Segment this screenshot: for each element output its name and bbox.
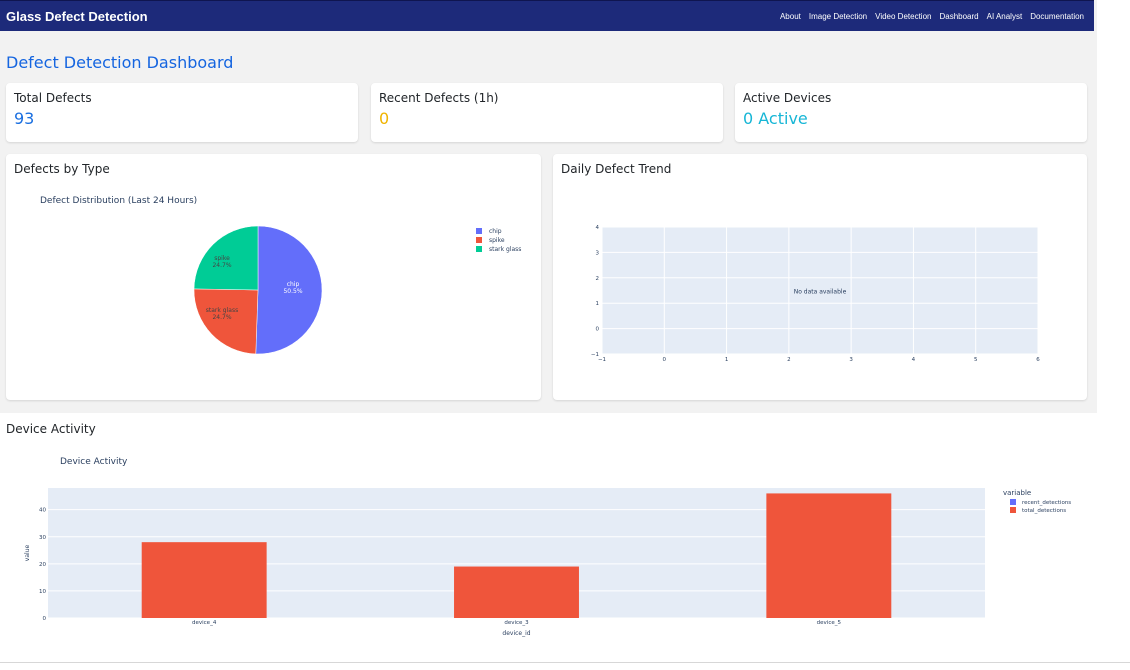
pie-chart: Defect Distribution (Last 24 Hours)chip5…	[40, 196, 521, 355]
bar-x-axis-label: device_id	[502, 630, 530, 637]
pie-legend-swatch[interactable]	[476, 246, 482, 252]
bar-y-tick: 30	[39, 535, 46, 541]
trend-plot-area	[602, 227, 1038, 354]
active-devices-label: Active Devices	[743, 91, 832, 105]
pie-slice-label: 50.5%	[283, 288, 302, 295]
trend-x-tick: 1	[725, 357, 729, 363]
bar-legend-label[interactable]: recent_detections	[1022, 500, 1071, 506]
bar-y-tick: 40	[39, 508, 46, 514]
bar-x-tick: device_4	[192, 620, 217, 626]
pie-legend-swatch[interactable]	[476, 237, 482, 243]
bar-y-axis-label: value	[24, 544, 31, 561]
pie-slice-spike[interactable]	[193, 288, 259, 355]
bar-legend-label[interactable]: total_detections	[1022, 508, 1066, 514]
pie-slice-label: spike	[214, 255, 230, 262]
brand[interactable]: Glass Defect Detection	[6, 9, 148, 24]
recent-defects-label: Recent Defects (1h)	[379, 91, 499, 105]
defects-by-type-title: Defects by Type	[14, 162, 110, 176]
total-defects-card: Total Defects 93	[6, 83, 358, 142]
trend-chart: −1 0 1 2 3 4 5 6 −1 0 1 2 3 4 No data available	[591, 225, 1040, 363]
bar-total_detections-device_4[interactable]	[141, 542, 267, 618]
nav-links: About Image Detection Video Detection Da…	[780, 12, 1084, 21]
trend-x-tick: 4	[912, 357, 916, 363]
trend-y-tick: 2	[596, 276, 600, 282]
trend-x-tick: 0	[663, 357, 667, 363]
pie-legend-swatch[interactable]	[476, 228, 482, 234]
trend-y-tick: −1	[591, 352, 599, 358]
nav-video-detection[interactable]: Video Detection	[875, 12, 932, 21]
bar-y-tick: 20	[39, 562, 46, 568]
navbar: Glass Defect Detection About Image Detec…	[0, 0, 1094, 31]
nav-ai-analyst[interactable]: AI Analyst	[986, 12, 1023, 21]
nav-image-detection[interactable]: Image Detection	[808, 12, 868, 21]
bar-y-tick: 0	[43, 616, 47, 622]
pie-slice-label: 24.7%	[212, 314, 231, 321]
bar-x-tick: device_3	[504, 620, 529, 626]
recent-defects-card: Recent Defects (1h) 0	[371, 83, 723, 142]
bar-x-tick: device_5	[817, 620, 842, 626]
total-defects-label: Total Defects	[14, 91, 92, 105]
device-activity-heading: Device Activity	[6, 422, 96, 436]
trend-x-tick: −1	[598, 357, 606, 363]
pie-slice-stark-glass[interactable]	[193, 225, 259, 291]
bar-y-tick: 10	[39, 589, 46, 595]
pie-slice-chip[interactable]	[255, 225, 323, 355]
bar-legend-title: variable	[1003, 489, 1031, 497]
defects-by-type-card: Defects by Type Defect Distribution (Las…	[6, 154, 541, 400]
total-defects-value: 93	[14, 109, 35, 128]
active-devices-card: Active Devices 0 Active	[735, 83, 1087, 142]
active-devices-value: 0 Active	[743, 109, 808, 128]
pie-chart-title: Defect Distribution (Last 24 Hours)	[40, 196, 197, 206]
trend-y-tick: 0	[596, 327, 600, 333]
trend-y-tick: 3	[596, 250, 600, 256]
page-title: Defect Detection Dashboard	[6, 53, 234, 72]
trend-x-tick: 3	[849, 357, 853, 363]
daily-trend-card: Daily Defect Trend −1 0 1 2 3 4 5 6 −1 0 1 2 3 4 No da…	[553, 154, 1087, 400]
pie-slice-label: stark glass	[206, 307, 238, 314]
nav-dashboard[interactable]: Dashboard	[939, 12, 979, 21]
bar-total_detections-device_3[interactable]	[454, 566, 579, 618]
daily-trend-title: Daily Defect Trend	[561, 162, 672, 176]
trend-x-tick: 6	[1036, 357, 1040, 363]
nav-about[interactable]: About	[779, 12, 801, 21]
pie-legend-label[interactable]: spike	[489, 237, 505, 244]
pie-legend-label[interactable]: stark glass	[489, 246, 521, 253]
pie-legend-label[interactable]: chip	[489, 228, 502, 235]
trend-no-data: No data available	[794, 289, 847, 296]
nav-documentation[interactable]: Documentation	[1030, 12, 1084, 21]
trend-y-tick: 1	[596, 301, 600, 307]
divider	[0, 662, 1130, 663]
bar-legend-swatch[interactable]	[1010, 499, 1016, 505]
pie-slice-label: 24.7%	[212, 262, 231, 269]
pie-slice-label: chip	[287, 281, 300, 288]
bar-total_detections-device_5[interactable]	[766, 493, 892, 618]
trend-x-tick: 2	[787, 357, 791, 363]
recent-defects-value: 0	[379, 109, 390, 128]
bar-chart-title: Device Activity	[60, 457, 128, 467]
device-activity-chart: Device Activity 0 10 20 30 40 device_4 device_3…	[24, 457, 1071, 637]
bar-legend-swatch[interactable]	[1010, 507, 1016, 513]
trend-y-tick: 4	[596, 225, 600, 231]
trend-x-tick: 5	[974, 357, 978, 363]
